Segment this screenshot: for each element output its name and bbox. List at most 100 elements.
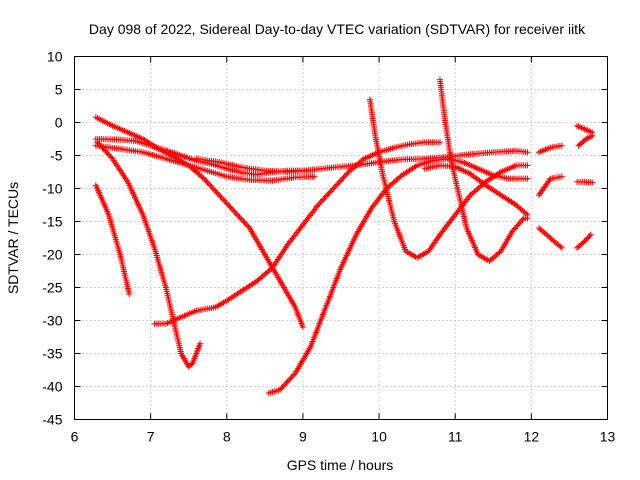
- data-point: [103, 148, 110, 155]
- x-tick-label: 8: [223, 429, 231, 445]
- y-axis-label: SDTVAR / TECUs: [5, 182, 21, 294]
- y-tick-label: -25: [42, 280, 62, 296]
- data-point: [332, 182, 339, 189]
- data-point: [587, 231, 594, 238]
- data-point: [339, 175, 346, 182]
- data-point: [510, 226, 517, 233]
- data-point: [105, 151, 112, 158]
- series-track-r: [574, 231, 594, 251]
- data-point: [218, 194, 225, 201]
- y-tick-label: 10: [47, 49, 63, 65]
- data-point: [126, 291, 133, 298]
- series-track-h: [265, 155, 531, 397]
- data-point: [208, 183, 215, 190]
- data-point: [336, 178, 343, 185]
- data-point: [233, 211, 240, 218]
- data-point: [230, 207, 237, 214]
- data-point: [513, 224, 520, 230]
- data-point: [108, 154, 115, 161]
- data-point: [322, 193, 329, 200]
- data-point: [331, 184, 338, 191]
- data-marks: [92, 76, 596, 397]
- data-point: [217, 193, 224, 200]
- data-point: [278, 385, 285, 392]
- x-axis-label: GPS time / hours: [287, 457, 394, 473]
- data-point: [211, 186, 218, 193]
- data-point: [242, 220, 249, 227]
- series-track-k: [421, 162, 531, 218]
- data-point: [200, 175, 207, 182]
- data-point: [244, 222, 251, 229]
- data-point: [282, 381, 289, 388]
- data-point: [324, 192, 331, 199]
- data-point: [344, 170, 351, 177]
- data-point: [524, 211, 531, 218]
- data-point: [284, 378, 291, 385]
- data-point: [524, 175, 531, 182]
- data-point: [514, 222, 521, 229]
- series-track-p: [575, 132, 596, 149]
- data-point: [209, 185, 216, 192]
- data-point: [557, 243, 564, 250]
- data-point: [326, 189, 333, 196]
- data-point: [222, 198, 229, 205]
- data-point: [518, 218, 525, 225]
- y-tick-label: -20: [42, 247, 62, 263]
- x-tick-label: 6: [71, 429, 79, 445]
- data-point: [245, 223, 252, 230]
- data-point: [236, 214, 243, 221]
- series-track-j: [436, 76, 531, 265]
- data-point: [223, 200, 230, 207]
- data-point: [216, 192, 223, 199]
- data-point: [280, 382, 287, 389]
- y-tick-label: 0: [55, 115, 63, 131]
- data-point: [202, 176, 209, 183]
- y-tick-label: -40: [42, 379, 62, 395]
- x-tick-label: 11: [448, 429, 463, 445]
- data-point: [519, 216, 526, 223]
- data-point: [316, 200, 323, 207]
- data-point: [204, 179, 211, 186]
- data-point: [589, 179, 596, 186]
- x-tick-label: 7: [147, 429, 155, 445]
- data-point: [197, 340, 204, 347]
- series-track-b: [94, 139, 204, 370]
- data-point: [338, 177, 344, 184]
- data-point: [231, 208, 238, 215]
- data-point: [436, 139, 443, 146]
- tick-labels: 6 7 8 9 10 11 12 13 10 5 0 -5 -10 -15 -20 -25 -30 -35 -40 -…: [42, 49, 615, 445]
- data-point: [232, 209, 239, 216]
- x-tick-label: 10: [371, 429, 387, 445]
- data-point: [219, 196, 226, 203]
- plot-frame: [74, 56, 608, 420]
- data-point: [104, 150, 111, 157]
- data-point: [203, 178, 210, 185]
- y-tick-label: -35: [42, 346, 62, 362]
- data-point: [558, 244, 565, 251]
- data-point: [227, 204, 234, 211]
- data-point: [523, 210, 530, 217]
- data-point: [213, 189, 220, 196]
- data-point: [288, 374, 295, 381]
- data-point: [311, 173, 318, 180]
- data-point: [330, 185, 337, 192]
- y-tick-label: -5: [50, 148, 63, 164]
- data-point: [277, 386, 284, 393]
- data-point: [237, 215, 244, 222]
- data-point: [291, 371, 298, 378]
- series-track-n: [535, 225, 565, 251]
- data-point: [241, 219, 248, 226]
- series-track-e: [92, 142, 318, 184]
- data-point: [511, 225, 518, 232]
- data-point: [239, 216, 246, 223]
- chart-title: Day 098 of 2022, Sidereal Day-to-day VTE…: [89, 21, 586, 37]
- x-tick-label: 9: [299, 429, 307, 445]
- x-tick-label: 13: [600, 429, 616, 445]
- data-point: [199, 174, 206, 181]
- data-point: [340, 174, 347, 181]
- data-point: [524, 162, 531, 169]
- data-point: [206, 181, 213, 188]
- data-point: [279, 384, 286, 391]
